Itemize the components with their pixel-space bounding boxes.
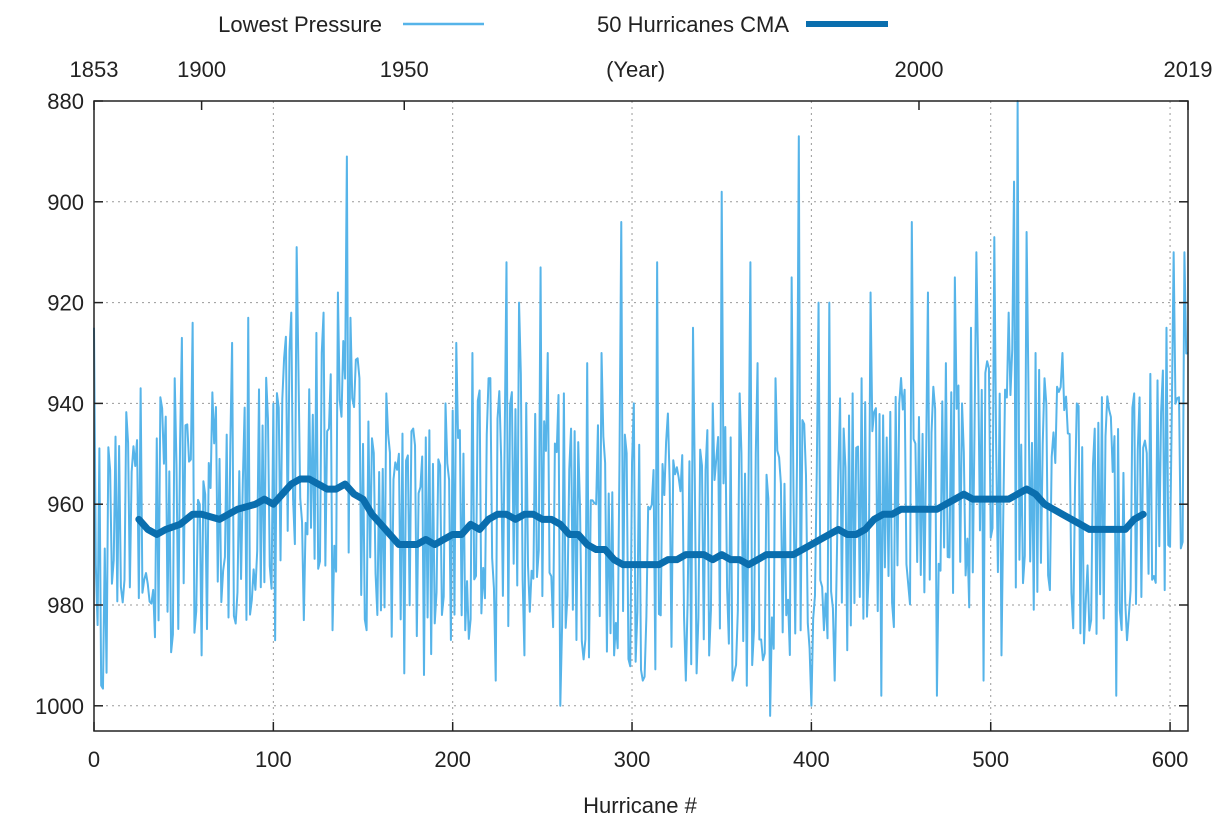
y-tick-label: 880	[47, 89, 84, 114]
y-tick-label: 920	[47, 291, 84, 316]
top-tick-label: 1900	[177, 57, 226, 82]
legend: Lowest Pressure 50 Hurricanes CMA	[218, 12, 888, 37]
top-year-axis: 1853 1900 1950 2000 2019	[70, 57, 1213, 110]
legend-label-lowest-pressure: Lowest Pressure	[218, 12, 382, 37]
x-tick-label: 400	[793, 747, 830, 772]
y-tick-label: 1000	[35, 694, 84, 719]
lowest-pressure-series	[93, 100, 1189, 717]
y-tick-label: 960	[47, 492, 84, 517]
plot-frame	[93, 100, 1189, 732]
legend-label-cma: 50 Hurricanes CMA	[597, 12, 789, 37]
x-tick-label: 0	[88, 747, 100, 772]
x-tick-label: 200	[434, 747, 471, 772]
top-tick-label: 2019	[1164, 57, 1213, 82]
x-tick-label: 300	[614, 747, 651, 772]
x-axis-title: Hurricane #	[583, 793, 697, 818]
x-tick-label: 100	[255, 747, 292, 772]
x-tick-label: 500	[972, 747, 1009, 772]
lowest-pressure-line	[93, 100, 1189, 717]
top-tick-label: 2000	[895, 57, 944, 82]
y-tick-label: 940	[47, 391, 84, 416]
y-tick-label: 900	[47, 190, 84, 215]
y-tick-label: 980	[47, 593, 84, 618]
top-axis-label: (Year)	[606, 57, 665, 82]
x-tick-label: 600	[1152, 747, 1189, 772]
cma-line	[135, 475, 1147, 569]
top-tick-label: 1950	[380, 57, 429, 82]
x-axis: 0 100 200 300 400 500 600	[88, 722, 1189, 772]
y-axis: 880 900 920 940 960 980 1000	[35, 89, 1188, 719]
cma-series	[135, 475, 1147, 569]
top-tick-label: 1853	[70, 57, 119, 82]
